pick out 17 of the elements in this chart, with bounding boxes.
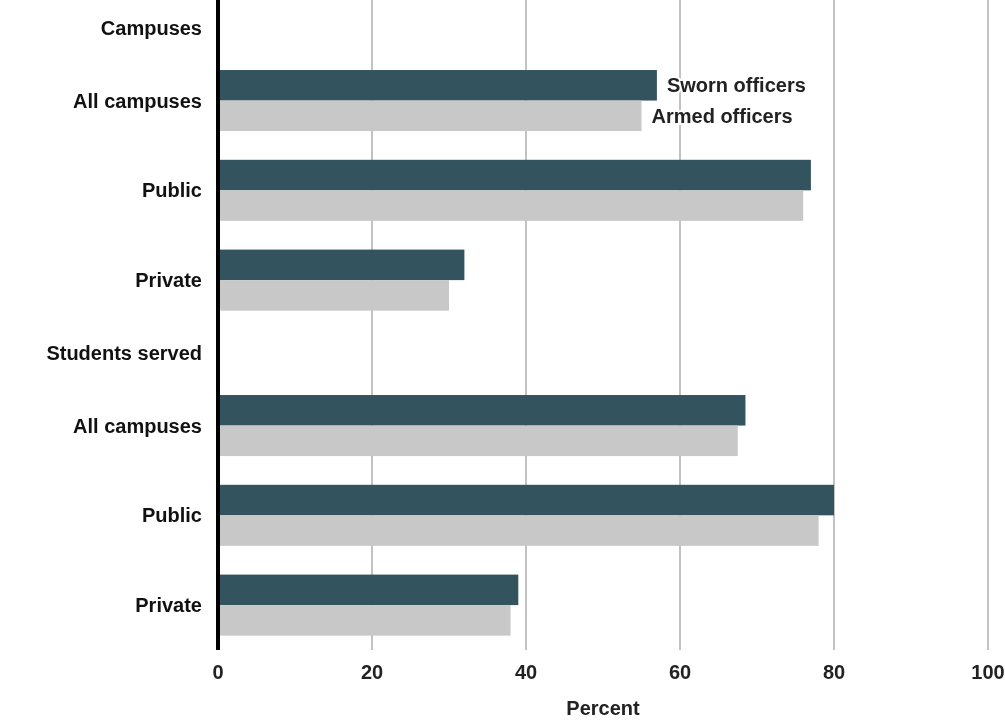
x-axis-title: Percent bbox=[566, 697, 641, 719]
y-tick-label: Students served bbox=[46, 341, 202, 364]
x-tick-label: 100 bbox=[971, 661, 1005, 683]
series-label: Sworn officers bbox=[666, 74, 806, 97]
x-tick-label: 20 bbox=[360, 661, 384, 683]
x-tick-label: 80 bbox=[822, 661, 846, 683]
y-tick-label: Private bbox=[135, 269, 202, 292]
series-label: Armed officers bbox=[651, 104, 793, 127]
y-tick-label: Public bbox=[141, 179, 202, 202]
x-tick-label: 0 bbox=[212, 661, 224, 683]
x-tick-label: 40 bbox=[514, 661, 538, 683]
x-tick-label: 60 bbox=[668, 661, 692, 683]
y-tick-label: Public bbox=[141, 504, 202, 527]
y-tick-label: Campuses bbox=[100, 16, 202, 39]
y-tick-label: Private bbox=[135, 594, 202, 617]
y-tick-label: All campuses bbox=[73, 414, 202, 437]
y-tick-label: All campuses bbox=[73, 89, 202, 112]
